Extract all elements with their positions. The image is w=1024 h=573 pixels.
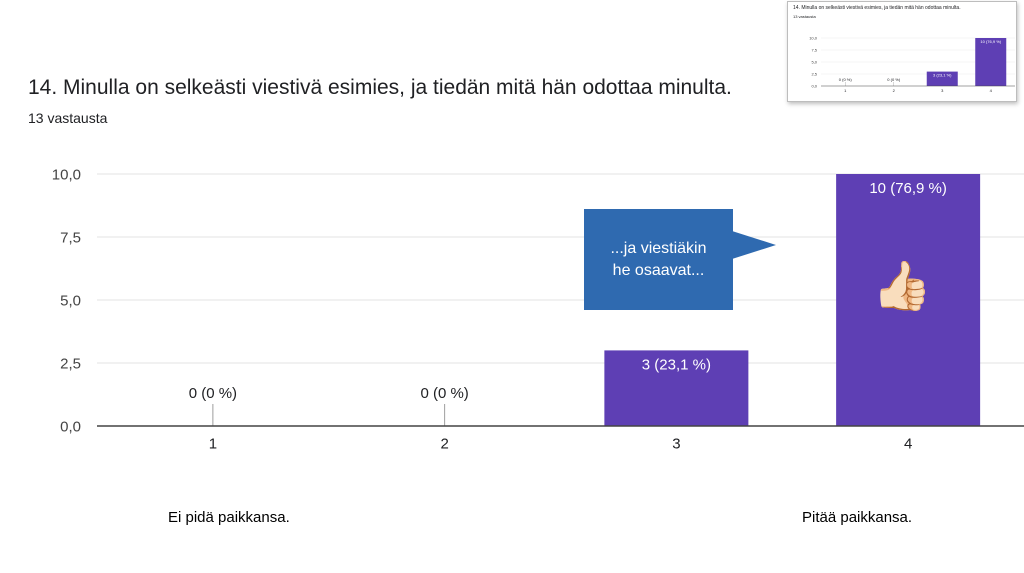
y-tick-label: 10,0: [52, 166, 81, 183]
thumbnail-data-label: 10 (76,9 %): [980, 39, 1001, 44]
thumbnail-x-tick-label: 2: [893, 88, 896, 93]
thumbnail-subtitle: 13 vastausta: [793, 14, 816, 19]
speech-bubble: ...ja viestiäkin he osaavat...: [584, 209, 776, 310]
speech-bubble-box: [584, 209, 733, 310]
chart-thumbnail: 14. Minulla on selkeästi viestivä esimie…: [787, 1, 1017, 102]
bar: [836, 174, 981, 426]
x-tick-label: 2: [440, 436, 448, 453]
thumbnail-y-tick-label: 10,0: [809, 35, 818, 40]
scale-min-label: Ei pidä paikkansa.: [168, 509, 290, 526]
thumbnail-y-tick-label: 0,0: [811, 83, 817, 88]
thumbnail-data-label: 0 (0 %): [887, 77, 901, 82]
bar: [604, 350, 749, 426]
x-tick-label: 3: [672, 436, 680, 453]
thumbnail-x-tick-label: 4: [990, 88, 993, 93]
thumbnail-bar-chart: 0,0 2,5 5,0 7,5 10,0 0 (0 %) 1 0 (0 %) 2 3 (23,1 …: [809, 35, 1015, 93]
thumbnail-x-tick-label: 3: [941, 88, 944, 93]
thumbnail-title: 14. Minulla on selkeästi viestivä esimie…: [793, 5, 961, 11]
data-label: 0 (0 %): [420, 385, 468, 402]
response-count: 13 vastausta: [28, 110, 108, 126]
data-label: 10 (76,9 %): [869, 180, 947, 197]
thumbs-up-icon: 👍🏻: [872, 260, 932, 313]
thumbnail-bar: [926, 71, 958, 86]
thumbnail-data-label: 0 (0 %): [839, 77, 853, 82]
y-tick-label: 7,5: [60, 229, 81, 246]
thumbnail-y-tick-label: 2,5: [811, 71, 817, 76]
scale-max-label: Pitää paikkansa.: [802, 509, 913, 526]
speech-bubble-text: ...ja viestiäkin he osaavat...: [610, 239, 707, 279]
y-tick-label: 0,0: [60, 418, 81, 435]
thumbnail-data-label: 3 (23,1 %): [933, 73, 952, 78]
y-tick-label: 2,5: [60, 355, 81, 372]
thumbnail-bar: [975, 38, 1007, 86]
data-label: 0 (0 %): [189, 385, 237, 402]
question-title: 14. Minulla on selkeästi viestivä esimie…: [28, 76, 732, 99]
thumbnail-y-tick-label: 5,0: [811, 59, 817, 64]
thumbnail-y-tick-label: 7,5: [811, 47, 817, 52]
speech-bubble-tail: [732, 231, 776, 259]
x-tick-label: 1: [209, 436, 217, 453]
x-tick-label: 4: [904, 436, 912, 453]
data-label: 3 (23,1 %): [642, 356, 711, 373]
y-tick-label: 5,0: [60, 292, 81, 309]
thumbnail-x-tick-label: 1: [844, 88, 847, 93]
